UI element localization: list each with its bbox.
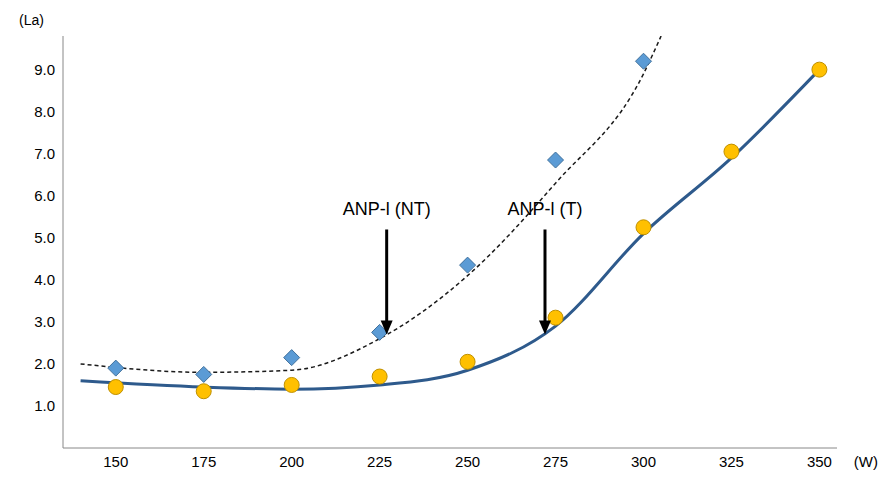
svg-text:ANP-l (NT): ANP-l (NT) [343,199,431,219]
svg-text:200: 200 [279,453,304,470]
svg-text:225: 225 [367,453,392,470]
svg-text:9.0: 9.0 [34,61,55,78]
svg-text:4.0: 4.0 [34,271,55,288]
html-text:(La): (La) [19,12,44,28]
svg-text:ANP-l (T): ANP-l (T) [507,199,582,219]
svg-text:275: 275 [543,453,568,470]
svg-text:6.0: 6.0 [34,187,55,204]
svg-text:150: 150 [103,453,128,470]
svg-text:250: 250 [455,453,480,470]
svg-text:2.0: 2.0 [34,355,55,372]
svg-text:350: 350 [807,453,832,470]
svg-text:5.0: 5.0 [34,229,55,246]
svg-text:7.0: 7.0 [34,145,55,162]
svg-text:8.0: 8.0 [34,103,55,120]
svg-text:300: 300 [631,453,656,470]
html-text:(W): (W) [853,453,878,470]
svg-text:325: 325 [719,453,744,470]
svg-text:175: 175 [191,453,216,470]
svg-text:3.0: 3.0 [34,313,55,330]
svg-text:1.0: 1.0 [34,397,55,414]
